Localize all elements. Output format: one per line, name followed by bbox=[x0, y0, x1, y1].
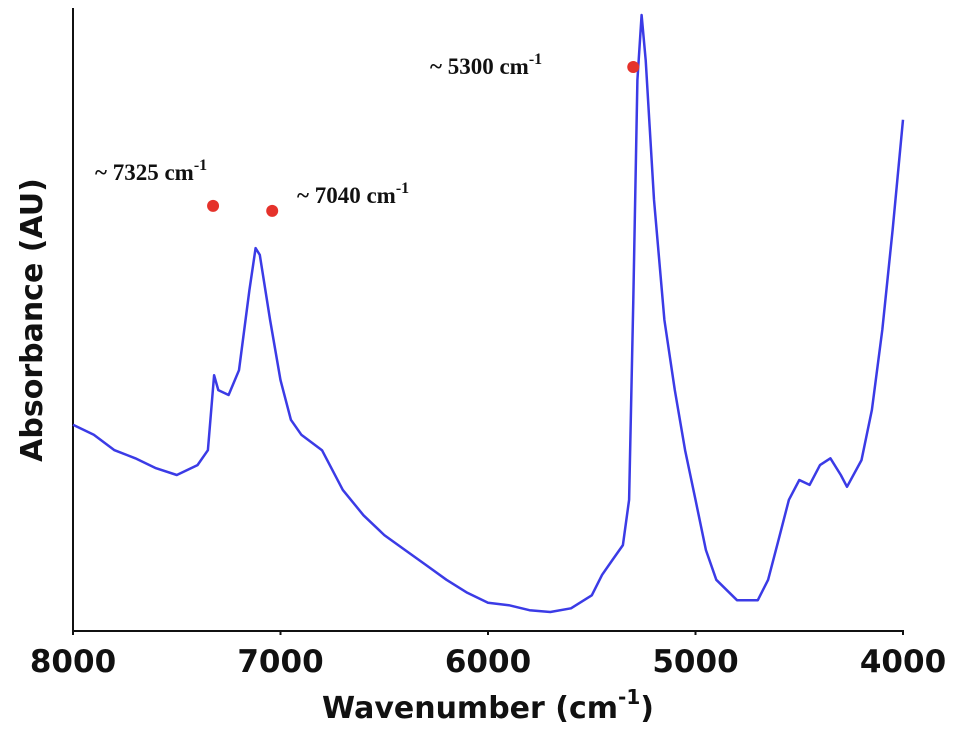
y-axis-label: Absorbance (AU) bbox=[15, 178, 50, 462]
peak-label-text: ~ 7325 cm bbox=[95, 160, 194, 185]
peak-label-sup: -1 bbox=[396, 180, 409, 197]
x-axis-label-text: Wavenumber (cm bbox=[322, 691, 618, 726]
peak-marker bbox=[207, 199, 220, 212]
spectrum-line bbox=[72, 13, 905, 614]
peak-label-text: ~ 7040 cm bbox=[297, 183, 396, 208]
peak-label-sup: -1 bbox=[529, 51, 542, 68]
peak-label-sup: -1 bbox=[194, 157, 207, 174]
peak-label-text: ~ 5300 cm bbox=[430, 54, 529, 79]
x-tick-label: 6000 bbox=[445, 644, 531, 680]
peak-marker bbox=[266, 204, 279, 217]
x-axis-label-close: ) bbox=[640, 691, 654, 726]
x-tick-label: 4000 bbox=[860, 644, 946, 680]
x-tick-label: 7000 bbox=[237, 644, 323, 680]
peak-label: ~ 7040 cm-1 bbox=[297, 180, 409, 208]
x-axis-label-sup: -1 bbox=[618, 685, 640, 709]
peak-label: ~ 7325 cm-1 bbox=[95, 157, 207, 185]
x-axis-label: Wavenumber (cm-1) bbox=[322, 685, 654, 726]
x-tick-label: 5000 bbox=[652, 644, 738, 680]
peak-label: ~ 5300 cm-1 bbox=[430, 51, 542, 79]
peak-marker bbox=[627, 61, 640, 74]
x-tick-label: 8000 bbox=[30, 644, 116, 680]
